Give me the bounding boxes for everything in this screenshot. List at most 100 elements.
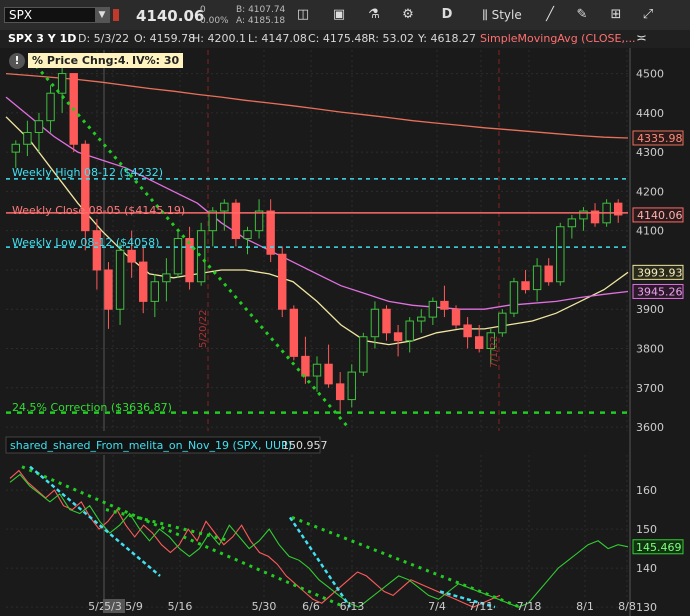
candle-body — [498, 312, 507, 334]
candle-body — [34, 120, 44, 133]
candle-body — [370, 308, 380, 338]
chart-mode-icon[interactable]: ▣ — [332, 7, 346, 22]
ratio-last-tag — [632, 539, 684, 555]
settings-gear-icon[interactable]: ⚙ — [402, 7, 414, 22]
last-price-tag — [632, 207, 684, 223]
date-axis-tick-label: 7/11 — [469, 600, 494, 613]
symbol-input[interactable]: SPX ▼ — [4, 7, 110, 23]
moving-average-line-1 — [5, 72, 629, 139]
ma-red-price-tag — [632, 130, 684, 146]
ma-red-price-tag-text: 4335.98 — [637, 132, 683, 145]
date-axis-tick-label: 8/8 — [618, 600, 636, 613]
study-label[interactable]: SimpleMovingAvg (CLOSE,... — [480, 32, 636, 45]
flag-icon[interactable] — [113, 9, 119, 21]
candle-body — [347, 371, 356, 401]
timeframe-label[interactable]: SPX 3 Y 1D — [8, 32, 77, 45]
candle-body — [301, 355, 310, 377]
lower-trendline-1 — [21, 465, 346, 609]
date-axis-tick-label: 5/3 — [104, 600, 122, 613]
lower-panel-value: 150.957 — [282, 439, 328, 452]
candle-body — [115, 249, 125, 310]
candle-body — [254, 210, 264, 232]
lower-trendline-3 — [291, 516, 521, 609]
bid-price: B: 4107.74 — [236, 5, 286, 15]
candle-body — [417, 316, 426, 322]
active-date-marker — [103, 599, 125, 613]
candle-body — [382, 308, 391, 334]
candle-body — [127, 249, 136, 263]
toolbar: SPX ▼ 4140.06 0 0.00% B: 4107.74 A: 4185… — [0, 0, 690, 31]
candle-body — [544, 265, 553, 283]
ratio-last-tag-text: 145.469 — [636, 541, 682, 554]
alert-icon[interactable]: ! — [9, 53, 25, 69]
close-value: C: 4175.48 — [308, 32, 369, 45]
range-value: R: 53.02 — [368, 32, 414, 45]
ratio-axis-tick-label: 150 — [636, 523, 657, 536]
candle-body — [150, 281, 160, 302]
chevron-down-icon[interactable]: ▼ — [95, 8, 109, 22]
price-chart[interactable]: 3600370038003900400041004200430044004500… — [0, 48, 690, 433]
vline-date-label-1: 5/20/22 — [198, 309, 209, 348]
date-axis-tick-label: 6/13 — [340, 600, 365, 613]
iv-badge: IV%: 30 — [128, 53, 184, 68]
candle-body — [521, 281, 530, 291]
ytd-value: Y: 4618.27 — [418, 32, 476, 45]
weekly-low-label: Weekly Low 08-12 ($4058) — [12, 236, 159, 249]
style-button[interactable]: ⫼ Style — [478, 5, 526, 25]
weekly-close-label: Weekly Close 08-05 ($4145.19) — [12, 204, 185, 217]
candle-body — [92, 230, 102, 271]
studies-flask-icon[interactable]: ⚗ — [368, 7, 380, 22]
low-value: L: 4147.08 — [248, 32, 307, 45]
candle-body — [162, 273, 171, 283]
period-button[interactable]: D — [441, 7, 453, 22]
flexible-grid-icon[interactable]: ⊞ — [610, 7, 622, 22]
candle-body — [208, 210, 217, 232]
candle-body — [220, 202, 229, 212]
candle-body — [196, 230, 206, 283]
candle-body — [474, 336, 484, 350]
price-axis-tick-label: 4100 — [636, 225, 664, 238]
candle-body — [590, 210, 600, 224]
candle-body — [532, 265, 542, 291]
weekly-high-label: Weekly High 08-12 ($4232) — [12, 166, 163, 179]
lower-cyan-trend-1 — [29, 465, 161, 577]
buy-sell-icon[interactable]: ◫ — [296, 7, 310, 22]
collapse-icon[interactable]: ≍ — [636, 31, 647, 46]
price-axis-tick-label: 4400 — [636, 107, 664, 120]
date-value: D: 5/3/22 — [78, 32, 130, 45]
price-axis-tick-label: 3600 — [636, 421, 664, 433]
date-axis-tick-label: 5/9 — [125, 600, 143, 613]
drawing-line-icon[interactable]: ╱ — [546, 7, 554, 22]
last-price-tag-text: 4140.06 — [637, 209, 683, 222]
candle-body — [185, 238, 194, 283]
ask-price: A: 4185.18 — [236, 16, 286, 26]
candle-body — [335, 383, 345, 401]
candle-body — [393, 332, 403, 342]
drawing-tools-icon[interactable]: ✎ — [576, 7, 588, 22]
ma-yellow-price-tag — [632, 264, 684, 280]
candle-body — [312, 363, 322, 377]
lower-cyan-trend-3 — [439, 590, 496, 609]
candle-body — [139, 261, 148, 302]
ratio-chart[interactable]: 130 140 150 160 145.469 5/25/3 5/9 5/16 5/30 6/6 6… — [0, 433, 690, 616]
date-axis-tick-label: 8/1 — [576, 600, 594, 613]
high-value: H: 4200.1 — [192, 32, 246, 45]
info-bar — [0, 30, 690, 48]
candle-body — [451, 308, 461, 326]
candle-body — [614, 202, 623, 216]
candle-body — [173, 238, 183, 275]
price-axis-tick-label: 3700 — [636, 382, 664, 395]
candle-body — [579, 210, 588, 220]
candle-body — [440, 300, 449, 310]
price-axis-tick-label: 3800 — [636, 343, 664, 356]
moving-average-line-2 — [5, 116, 629, 346]
price-axis-tick-label: 4300 — [636, 146, 664, 159]
price-axis-tick-label: 3900 — [636, 303, 664, 316]
date-axis-tick-label: 5/16 — [168, 600, 193, 613]
candle-body — [486, 332, 495, 350]
ma-magenta-price-tag — [632, 283, 684, 299]
candle-body — [57, 73, 67, 94]
expand-icon[interactable]: ⤢ — [642, 7, 654, 22]
ma-magenta-price-tag-text: 3945.26 — [637, 285, 683, 298]
ratio-axis-tick-label: 140 — [636, 562, 657, 575]
